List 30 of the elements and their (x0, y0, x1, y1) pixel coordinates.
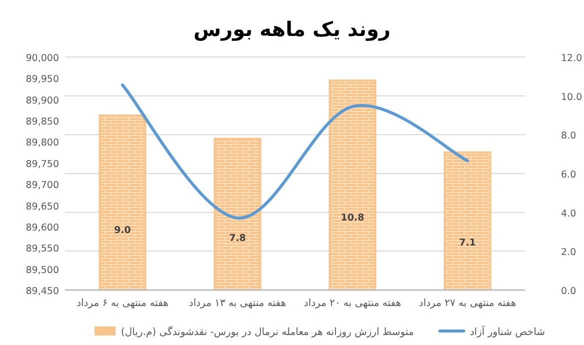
y2-tick-label: 12.0 (561, 53, 582, 64)
y-tick-label: 89,600 (26, 222, 59, 234)
x-tick-label: هفته منتهی به ۲۰ مرداد (304, 298, 402, 309)
data-label: 10.8 (340, 212, 365, 224)
legend-label: شاخص شناور آزاد (470, 325, 545, 338)
y2-tick-label: 0.0 (561, 286, 576, 297)
y-tick-label: 89,750 (26, 158, 59, 170)
y2-tick-label: 4.0 (561, 208, 576, 220)
y-tick-label: 89,500 (26, 264, 59, 276)
x-tick-label: هفته منتهی به ۶ مرداد (76, 298, 168, 309)
y-tick-label: 89,950 (26, 74, 59, 86)
legend-label: متوسط ارزش روزانه هر معامله نرمال در بورس- نقدشوندگی (م.ریال) (121, 326, 414, 338)
y2-tick-label: 6.0 (561, 170, 576, 180)
x-tick-label: هفته منتهی به ۲۷ مرداد (418, 298, 516, 309)
y-tick-label: 90,000 (26, 53, 59, 64)
data-label: 7.1 (459, 238, 476, 249)
y-tick-label: 89,450 (26, 286, 59, 297)
y-tick-label: 89,850 (26, 116, 59, 128)
y-tick-label: 89,650 (26, 201, 59, 212)
y-tick-label: 89,900 (26, 95, 59, 106)
y2-tick-label: 8.0 (561, 130, 576, 142)
chart-title: روند یک ماهه بورس (194, 17, 390, 41)
y-tick-label: 89,700 (26, 180, 59, 192)
y2-tick-label: 10.0 (561, 92, 582, 103)
y-tick-label: 89,550 (26, 244, 59, 255)
y-tick-label: 89,800 (26, 138, 59, 149)
data-label: 9.0 (114, 224, 132, 236)
y2-tick-label: 2.0 (561, 247, 576, 258)
data-label: 7.8 (229, 232, 246, 244)
x-tick-label: هفته منتهی به ۱۳ مرداد (188, 298, 286, 309)
